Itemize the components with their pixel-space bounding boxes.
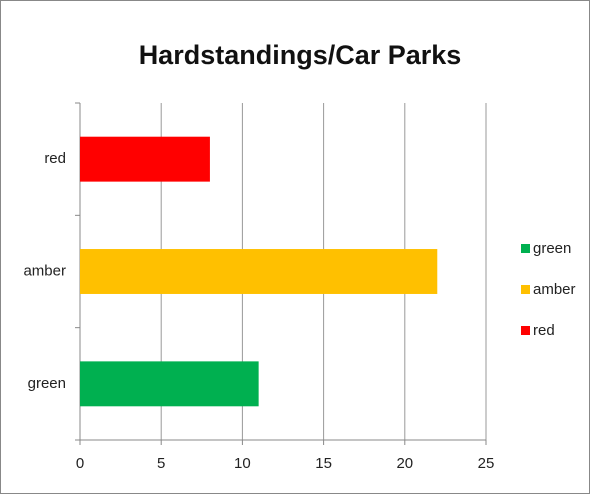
chart-title: Hardstandings/Car Parks [139,40,462,70]
bar [80,136,210,182]
x-tick-label: 20 [396,455,413,472]
bar [80,249,438,294]
x-tick-label: 5 [157,455,165,472]
y-tick-label: green [28,375,66,392]
legend-label: amber [533,281,576,298]
x-tick-label: 0 [76,455,84,472]
legend-label: green [533,240,571,257]
x-tick-label: 10 [234,455,251,472]
legend-swatch [521,285,530,294]
x-tick-label: 25 [478,455,495,472]
bar [80,361,259,407]
x-tick-label: 15 [315,455,332,472]
legend-swatch [521,326,530,335]
y-tick-label: red [44,150,66,167]
y-tick-label: amber [23,262,66,279]
legend-label: red [533,322,555,339]
legend-swatch [521,244,530,253]
